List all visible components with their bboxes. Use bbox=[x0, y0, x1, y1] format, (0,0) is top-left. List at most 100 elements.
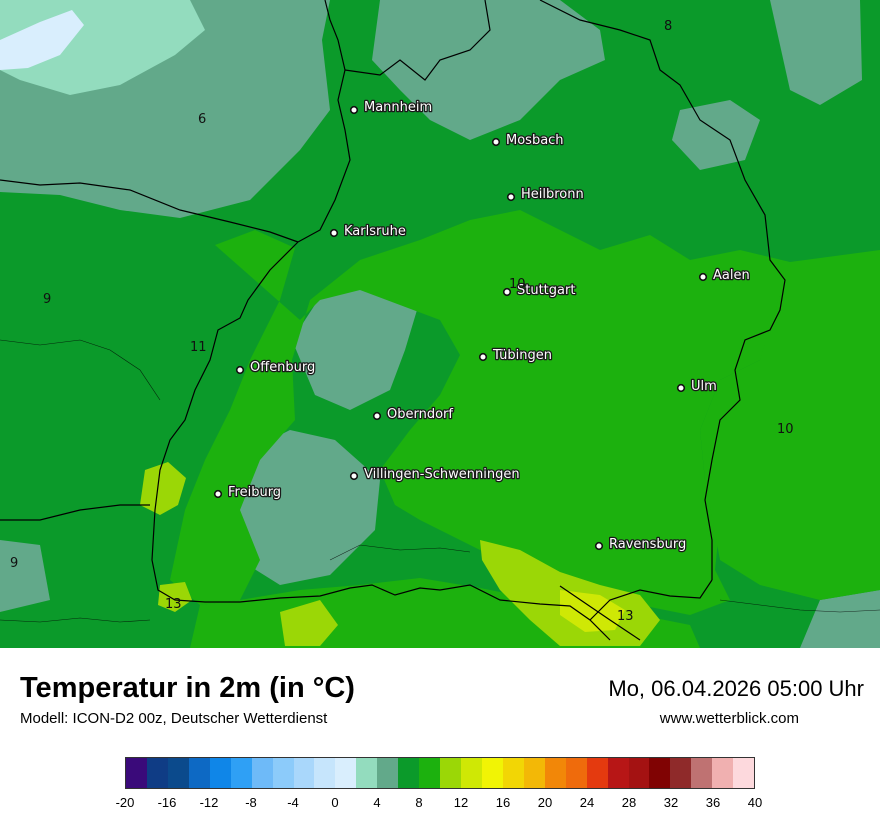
legend-swatch bbox=[565, 758, 587, 788]
legend-tick: -16 bbox=[157, 795, 177, 810]
legend-swatch bbox=[419, 758, 441, 788]
legend-swatch bbox=[586, 758, 608, 788]
city-marker: Karlsruhe bbox=[329, 223, 407, 240]
legend-swatch bbox=[377, 758, 399, 788]
city-label: Offenburg bbox=[250, 360, 315, 375]
city-marker: Freiburg bbox=[213, 484, 282, 501]
city-marker: Mannheim bbox=[349, 99, 433, 116]
legend-tick: 16 bbox=[495, 795, 511, 810]
legend-tick: 8 bbox=[415, 795, 423, 810]
legend-swatch bbox=[628, 758, 650, 788]
isoline-label: 9 bbox=[43, 292, 51, 307]
legend-swatch bbox=[272, 758, 294, 788]
temp-zone-cool-northeast bbox=[770, 0, 862, 105]
minor-borders bbox=[0, 339, 880, 623]
city-label: Mannheim bbox=[364, 100, 432, 115]
legend-swatch bbox=[167, 758, 189, 788]
legend-swatch bbox=[502, 758, 524, 788]
city-marker: Mosbach bbox=[491, 132, 565, 149]
city-label: Aalen bbox=[713, 268, 750, 283]
temp-zone-cool-blackforest bbox=[292, 278, 420, 410]
temp-zone-cool-north bbox=[372, 0, 605, 140]
isoline-label: 10 bbox=[509, 277, 526, 292]
city-label: Mosbach bbox=[506, 133, 564, 148]
city-label: Stuttgart bbox=[517, 283, 575, 298]
isoline-label: 9 bbox=[10, 556, 18, 571]
city-marker: Ulm bbox=[676, 378, 718, 395]
legend-swatch bbox=[733, 758, 755, 788]
city-label: Villingen-Schwenningen bbox=[364, 467, 520, 482]
temp-zone-cool-southeast bbox=[800, 590, 880, 648]
legend-tick: 24 bbox=[579, 795, 595, 810]
temp-zone-warm-rhine bbox=[170, 210, 812, 615]
temp-zone-mild-hochrhein bbox=[280, 600, 338, 646]
legend-swatch bbox=[209, 758, 231, 788]
legend-swatch bbox=[293, 758, 315, 788]
legend-swatch bbox=[126, 758, 147, 788]
legend-swatch bbox=[398, 758, 420, 788]
legend-swatch bbox=[440, 758, 461, 788]
isoline-label: 10 bbox=[777, 422, 794, 437]
map-footer: Temperatur in 2m (in °C) Modell: ICON-D2… bbox=[0, 648, 880, 830]
city-label: Heilbronn bbox=[521, 187, 584, 202]
temp-zone-warm-east bbox=[700, 250, 880, 600]
isoline-labels: 8 6 9 11 10 10 9 13 13 bbox=[10, 19, 794, 624]
temp-zone-cool-southwest bbox=[0, 540, 50, 612]
temp-zone-cool-baar bbox=[225, 430, 380, 585]
city-label: Ravensburg bbox=[609, 537, 686, 552]
city-marker: Tübingen bbox=[478, 347, 553, 364]
city-marker: Villingen-Schwenningen bbox=[349, 466, 521, 483]
city-label: Freiburg bbox=[228, 485, 281, 500]
city-marker: Heilbronn bbox=[506, 186, 585, 203]
temp-zone-mild-freiburg bbox=[140, 462, 186, 515]
forecast-datetime: Mo, 06.04.2026 05:00 Uhr bbox=[608, 676, 864, 701]
legend-swatch bbox=[691, 758, 713, 788]
legend-tick: 32 bbox=[663, 795, 679, 810]
legend-tick: 0 bbox=[331, 795, 339, 810]
legend-tick: 40 bbox=[747, 795, 763, 810]
legend-swatch bbox=[188, 758, 210, 788]
temp-zone-cool-east bbox=[672, 100, 760, 170]
legend-swatch bbox=[335, 758, 357, 788]
city-label: Ulm bbox=[691, 379, 717, 394]
legend-tick-labels: -20 -16 -12 -8 -4 0 4 8 12 16 20 24 28 32 36 40 bbox=[116, 795, 763, 813]
city-label: Karlsruhe bbox=[344, 224, 406, 239]
city-marker: Oberndorf bbox=[372, 406, 455, 423]
legend-swatch bbox=[356, 758, 378, 788]
isoline-label: 13 bbox=[165, 597, 182, 612]
city-marker: Stuttgart bbox=[502, 282, 577, 299]
legend-swatch bbox=[251, 758, 273, 788]
legend-tick: 36 bbox=[705, 795, 721, 810]
website-link[interactable]: www.wetterblick.com bbox=[659, 710, 799, 727]
legend-tick: -4 bbox=[287, 795, 299, 810]
legend-swatch bbox=[314, 758, 336, 788]
isoline-label: 6 bbox=[198, 112, 206, 127]
legend-tick: -8 bbox=[245, 795, 257, 810]
legend-swatch bbox=[712, 758, 734, 788]
legend-swatch bbox=[481, 758, 503, 788]
temperature-map: Mannheim Mosbach Heilbronn Karlsruhe Aal… bbox=[0, 0, 880, 648]
legend-tick: 20 bbox=[537, 795, 553, 810]
legend-swatch bbox=[230, 758, 252, 788]
model-source: Modell: ICON-D2 00z, Deutscher Wetterdie… bbox=[20, 710, 328, 727]
isoline-label: 11 bbox=[190, 340, 207, 355]
cities: Mannheim Mosbach Heilbronn Karlsruhe Aal… bbox=[213, 99, 751, 553]
legend-tick: 12 bbox=[453, 795, 469, 810]
isoline-label: 8 bbox=[664, 19, 672, 34]
legend-swatch bbox=[607, 758, 629, 788]
legend-tick: 28 bbox=[621, 795, 637, 810]
color-legend bbox=[125, 757, 755, 789]
legend-swatch bbox=[523, 758, 545, 788]
city-marker: Offenburg bbox=[235, 359, 317, 376]
legend-swatch bbox=[146, 758, 168, 788]
legend-swatch bbox=[670, 758, 692, 788]
city-marker: Aalen bbox=[698, 267, 751, 284]
city-label: Oberndorf bbox=[387, 407, 453, 422]
legend-tick: -20 bbox=[115, 795, 135, 810]
city-label: Tübingen bbox=[492, 348, 552, 363]
legend-tick: -12 bbox=[199, 795, 219, 810]
legend-tick: 4 bbox=[373, 795, 381, 810]
borders bbox=[0, 0, 786, 641]
temp-zone-cold-core bbox=[0, 10, 84, 70]
temp-zone-mild-south bbox=[158, 582, 192, 612]
